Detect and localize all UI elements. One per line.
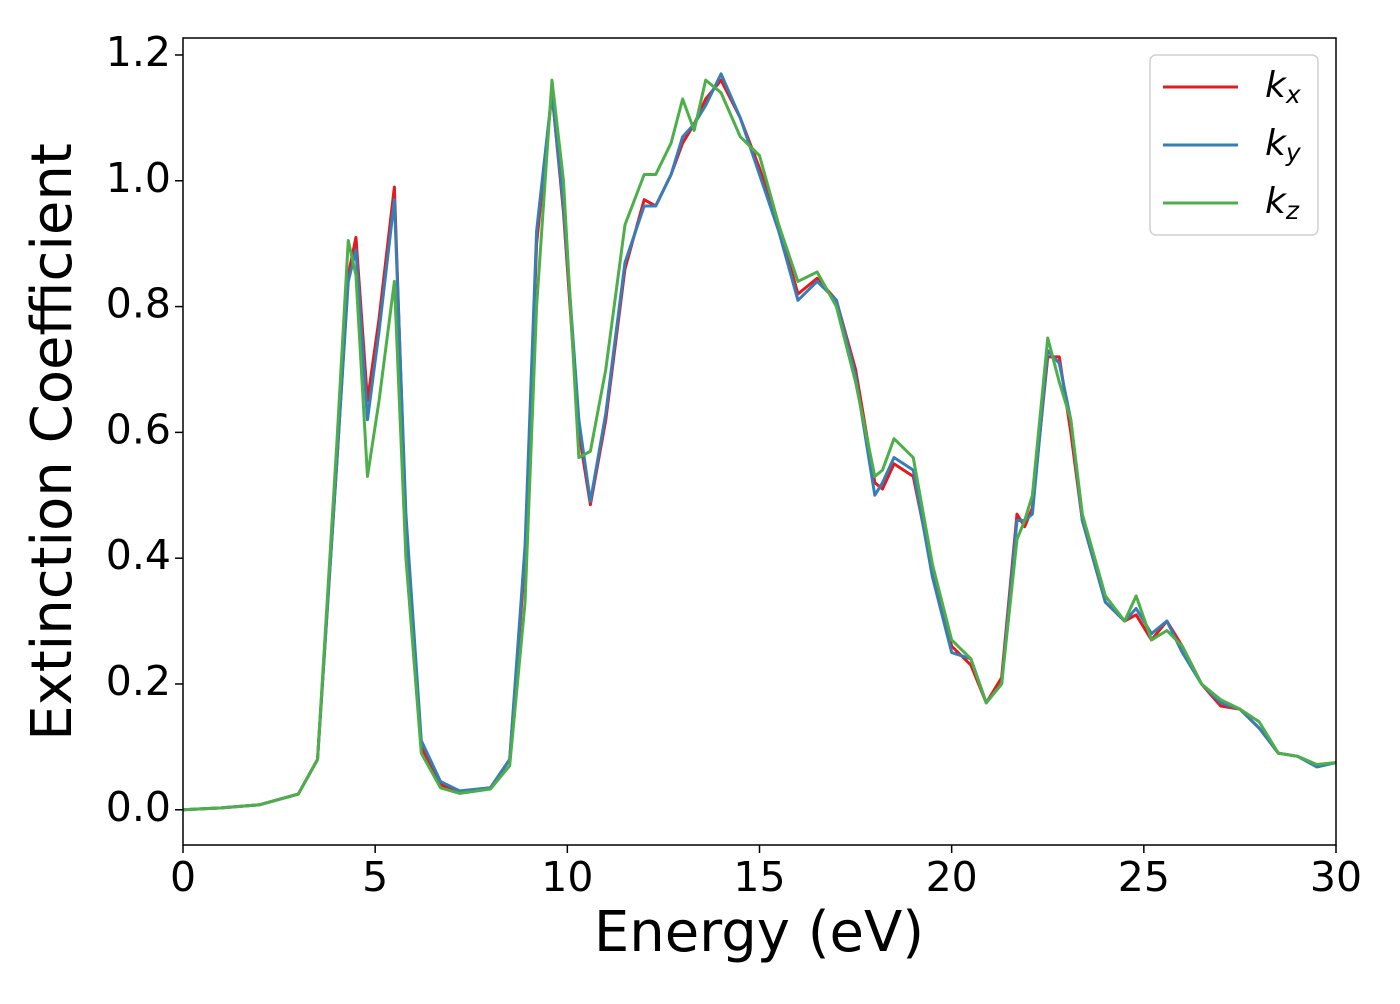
legend-label: kz <box>1265 181 1300 225</box>
y-tick-label: 0.2 <box>106 657 171 705</box>
x-tick-label: 20 <box>926 853 978 901</box>
x-axis-label: Energy (eV) <box>594 900 924 965</box>
series-line <box>183 78 1336 812</box>
y-tick-label: 0.0 <box>106 783 171 831</box>
y-tick-label: 0.8 <box>106 280 171 328</box>
y-tick-label: 1.0 <box>106 154 171 202</box>
x-tick-label: 5 <box>362 853 388 901</box>
x-tick-label: 0 <box>170 853 196 901</box>
plot-frame <box>182 37 1337 846</box>
series-line <box>183 72 1336 812</box>
legend-label: kx <box>1265 65 1301 109</box>
y-tick-label: 0.6 <box>106 405 171 453</box>
x-tick-label: 25 <box>1118 853 1170 901</box>
x-tick-label: 15 <box>733 853 785 901</box>
legend-label: ky <box>1265 123 1302 167</box>
x-tick-label: 10 <box>541 853 593 901</box>
y-axis-label: Extinction Coefficient <box>20 143 85 741</box>
y-tick-label: 1.2 <box>106 28 171 76</box>
y-tick-label: 0.4 <box>106 531 171 579</box>
x-tick-label: 30 <box>1310 853 1362 901</box>
